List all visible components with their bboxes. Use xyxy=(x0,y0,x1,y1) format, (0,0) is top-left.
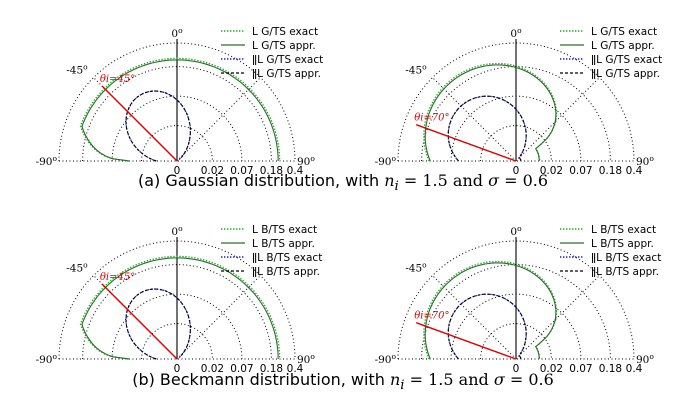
caption-b: (b) Beckmann distribution, with ni = 1.5… xyxy=(132,370,554,394)
series-line-2 xyxy=(125,288,192,360)
incident-ray xyxy=(415,322,517,360)
legend-entry: L G/TS exact xyxy=(252,26,318,38)
series-line-0 xyxy=(423,260,558,360)
legend-entry: ǁL G/TS exact xyxy=(252,54,323,66)
radial-tick-label: 0.07 xyxy=(569,363,592,375)
angle-label: -45o xyxy=(66,261,88,275)
series-line-1 xyxy=(424,262,557,360)
legend-entry: L B/TS appr. xyxy=(252,238,315,250)
polar-plot-b-left: θi=45° 0 0.02 0.07 0.18 0.4 0o -45o -90o 90o L B/T… xyxy=(36,224,323,375)
angle-label: -90o xyxy=(36,352,58,366)
legend-entry: ǁL B/TS appr. xyxy=(591,266,659,278)
incident-ray xyxy=(415,124,517,162)
legend-entry: ǁL B/TS exact xyxy=(591,252,661,264)
angle-label: 90o xyxy=(297,352,315,366)
radial-tick-label: 0.18 xyxy=(260,363,283,375)
radial-tick-label: 0.02 xyxy=(540,165,563,177)
incident-angle-label: θi=45° xyxy=(100,272,135,283)
radial-tick-label: 0.4 xyxy=(287,165,304,177)
legend-entry: L B/TS exact xyxy=(591,224,656,236)
angle-label: -90o xyxy=(375,154,397,168)
angle-label: 90o xyxy=(636,154,654,168)
incident-angle-label: θi=70° xyxy=(414,311,449,322)
series-line-0 xyxy=(79,255,281,360)
angle-label: -45o xyxy=(405,261,427,275)
series-line-1 xyxy=(81,59,279,162)
polar-spoke xyxy=(176,77,261,162)
angle-label: 0o xyxy=(510,26,522,40)
angle-label: -90o xyxy=(375,352,397,366)
angle-label: 0o xyxy=(510,224,522,238)
angle-label: 90o xyxy=(636,352,654,366)
legend-entry: L G/TS appr. xyxy=(591,40,655,52)
radial-tick-label: 0.07 xyxy=(230,165,253,177)
incident-angle-label: θi=70° xyxy=(414,113,449,124)
series-line-2 xyxy=(125,90,192,162)
polar-spoke xyxy=(515,77,600,162)
radial-tick-label: 0.07 xyxy=(569,165,592,177)
angle-label: -90o xyxy=(36,154,58,168)
radial-tick-label: 0.02 xyxy=(540,363,563,375)
series-line-3 xyxy=(125,288,191,360)
legend-entry: L B/TS appr. xyxy=(591,238,654,250)
radial-tick-label: 0.18 xyxy=(260,165,283,177)
angle-label: -45o xyxy=(66,63,88,77)
legend-entry: ǁL B/TS exact xyxy=(252,252,322,264)
legend-entry: L G/TS appr. xyxy=(252,40,316,52)
series-line-1 xyxy=(424,64,557,162)
radial-tick-label: 0.18 xyxy=(599,363,622,375)
series-line-3 xyxy=(447,95,527,162)
legend-entry: L B/TS exact xyxy=(252,224,317,236)
polar-plot-a-right: θi=70° 0 0.02 0.07 0.18 0.4 0o -45o -90o 90o L G/T… xyxy=(375,26,663,177)
angle-label: 0o xyxy=(171,26,183,40)
polar-plot-a-left: θi=45° 0 0.02 0.07 0.18 0.4 0o -45o -90o 90o L G/T… xyxy=(36,26,324,177)
radial-tick-label: 0.4 xyxy=(626,363,643,375)
polar-spoke xyxy=(515,275,600,360)
caption-a: (a) Gaussian distribution, with ni = 1.5… xyxy=(137,171,549,195)
legend-entry: L G/TS exact xyxy=(591,26,657,38)
radial-tick-label: 0.18 xyxy=(599,165,622,177)
legend-entry: ǁL G/TS exact xyxy=(591,54,662,66)
legend-entry: ǁL G/TS appr. xyxy=(252,68,321,80)
radial-tick-label: 0 xyxy=(513,363,520,375)
radial-tick-label: 0.4 xyxy=(626,165,643,177)
incident-ray xyxy=(101,85,178,162)
polar-spoke xyxy=(432,275,517,360)
legend-entry: ǁL G/TS appr. xyxy=(591,68,660,80)
series-line-0 xyxy=(79,57,281,162)
radial-tick-label: 0.4 xyxy=(287,363,304,375)
incident-angle-label: θi=45° xyxy=(100,74,135,85)
radial-tick-label: 0.02 xyxy=(201,363,224,375)
angle-label: 90o xyxy=(297,154,315,168)
radial-tick-label: 0 xyxy=(174,363,181,375)
series-line-0 xyxy=(423,62,558,162)
radial-tick-label: 0.07 xyxy=(230,363,253,375)
incident-ray xyxy=(101,283,178,360)
series-line-3 xyxy=(447,293,527,360)
legend-entry: ǁL B/TS appr. xyxy=(252,266,320,278)
radial-tick-label: 0 xyxy=(513,165,520,177)
polar-spoke xyxy=(176,275,261,360)
polar-plot-b-right: θi=70° 0 0.02 0.07 0.18 0.4 0o -45o -90o 90o L B/T… xyxy=(375,224,662,375)
angle-label: -45o xyxy=(405,63,427,77)
radial-tick-label: 0 xyxy=(174,165,181,177)
series-line-3 xyxy=(125,90,191,162)
angle-label: 0o xyxy=(171,224,183,238)
radial-tick-label: 0.02 xyxy=(201,165,224,177)
series-line-1 xyxy=(81,257,279,360)
polar-spoke xyxy=(432,77,517,162)
